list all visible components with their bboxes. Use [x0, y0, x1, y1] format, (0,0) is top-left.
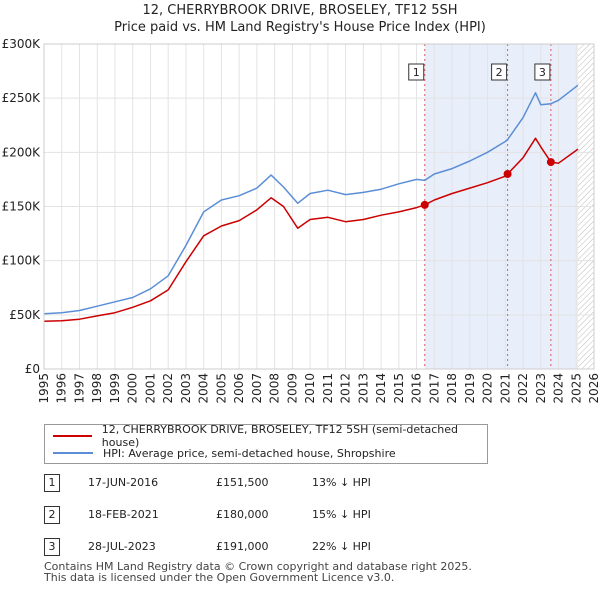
- x-tick-label: 2020: [481, 373, 495, 404]
- y-tick-label: £100K: [2, 254, 42, 268]
- transaction-date: 17-JUN-2016: [88, 476, 159, 489]
- sale-point: [420, 200, 429, 209]
- y-tick-label: £300K: [2, 37, 42, 51]
- transaction-date: 28-JUL-2023: [88, 540, 156, 553]
- chart-subtitle: Price paid vs. HM Land Registry's House …: [114, 20, 486, 35]
- transaction-number: 1: [44, 474, 60, 492]
- y-tick-label: £50K: [9, 308, 41, 322]
- x-tick-label: 2005: [214, 373, 228, 404]
- transaction-hpi: 13% ↓ HPI: [312, 476, 371, 489]
- x-tick-label: 2011: [321, 373, 335, 404]
- x-tick-label: 2021: [498, 373, 512, 404]
- hpi-line: [43, 84, 579, 315]
- x-tick-label: 2001: [143, 373, 157, 404]
- transaction-price: £180,000: [216, 508, 269, 521]
- x-tick-label: 2004: [197, 373, 211, 404]
- transaction-hpi: 15% ↓ HPI: [312, 508, 371, 521]
- x-tick-label: 2019: [463, 373, 477, 404]
- x-tick-label: 2016: [410, 373, 424, 404]
- y-tick-label: £0: [25, 362, 40, 376]
- footer-license: This data is licensed under the Open Gov…: [44, 571, 395, 584]
- legend-swatch-property: [53, 435, 92, 437]
- x-tick-label: 2012: [339, 373, 353, 404]
- x-tick-label: 2010: [303, 373, 317, 404]
- x-tick-label: 2023: [534, 373, 548, 404]
- x-tick-label: 2008: [268, 373, 282, 404]
- y-tick-label: £200K: [2, 145, 42, 159]
- x-tick-label: 2015: [392, 373, 406, 404]
- y-tick-label: £250K: [2, 91, 42, 105]
- transaction-row-1: 1 17-JUN-2016 £151,500 13% ↓ HPI: [0, 472, 600, 494]
- x-tick-label: 1999: [108, 373, 122, 404]
- sale-label-box: [491, 63, 508, 81]
- x-tick-label: 1997: [72, 373, 86, 404]
- legend-label-property: 12, CHERRYBROOK DRIVE, BROSELEY, TF12 5S…: [101, 423, 458, 449]
- plot-border: [43, 43, 595, 370]
- x-tick-label: 2013: [356, 373, 370, 404]
- x-tick-label: 2003: [179, 373, 193, 404]
- sale-label-number: 2: [496, 66, 503, 79]
- transaction-row-2: 2 18-FEB-2021 £180,000 15% ↓ HPI: [0, 504, 600, 526]
- transaction-date: 18-FEB-2021: [88, 508, 159, 521]
- sale-label-box: [408, 63, 425, 81]
- x-tick-label: 2026: [587, 373, 600, 404]
- sale-label-number: 3: [539, 66, 546, 79]
- sale-point: [503, 170, 512, 178]
- x-tick-label: 2000: [126, 373, 140, 404]
- footer-copyright: Contains HM Land Registry data © Crown c…: [44, 560, 472, 573]
- legend-item-hpi: HPI: Average price, semi-detached house,…: [53, 445, 396, 461]
- sale-label-box: [534, 63, 551, 81]
- x-tick-label: 2007: [250, 373, 264, 404]
- y-tick-label: £150K: [2, 200, 42, 214]
- sale-label-number: 1: [413, 66, 420, 79]
- x-tick-label: 2024: [552, 373, 566, 404]
- x-tick-label: 2009: [285, 373, 299, 404]
- x-tick-label: 2025: [569, 373, 583, 404]
- chart-title: 12, CHERRYBROOK DRIVE, BROSELEY, TF12 5S…: [142, 3, 458, 18]
- transaction-price: £151,500: [216, 476, 269, 489]
- legend: 12, CHERRYBROOK DRIVE, BROSELEY, TF12 5S…: [44, 423, 488, 464]
- legend-label-hpi: HPI: Average price, semi-detached house,…: [103, 446, 396, 460]
- sale-point: [546, 158, 555, 167]
- transaction-price: £191,000: [216, 540, 269, 553]
- transaction-hpi: 22% ↓ HPI: [312, 540, 371, 553]
- x-tick-label: 2017: [427, 373, 441, 404]
- x-tick-label: 2002: [161, 373, 175, 404]
- x-tick-label: 2022: [516, 373, 530, 404]
- x-tick-label: 1996: [55, 373, 69, 404]
- transaction-number: 2: [44, 506, 60, 524]
- x-tick-label: 2006: [232, 373, 246, 404]
- transaction-row-3: 3 28-JUL-2023 £191,000 22% ↓ HPI: [0, 536, 600, 558]
- transaction-number: 3: [44, 538, 60, 556]
- legend-swatch-hpi: [53, 452, 93, 454]
- x-tick-label: 2014: [374, 373, 388, 404]
- x-tick-label: 2018: [445, 373, 459, 404]
- x-tick-label: 1995: [37, 373, 51, 404]
- legend-item-property: 12, CHERRYBROOK DRIVE, BROSELEY, TF12 5S…: [53, 423, 487, 449]
- x-tick-label: 1998: [90, 373, 104, 404]
